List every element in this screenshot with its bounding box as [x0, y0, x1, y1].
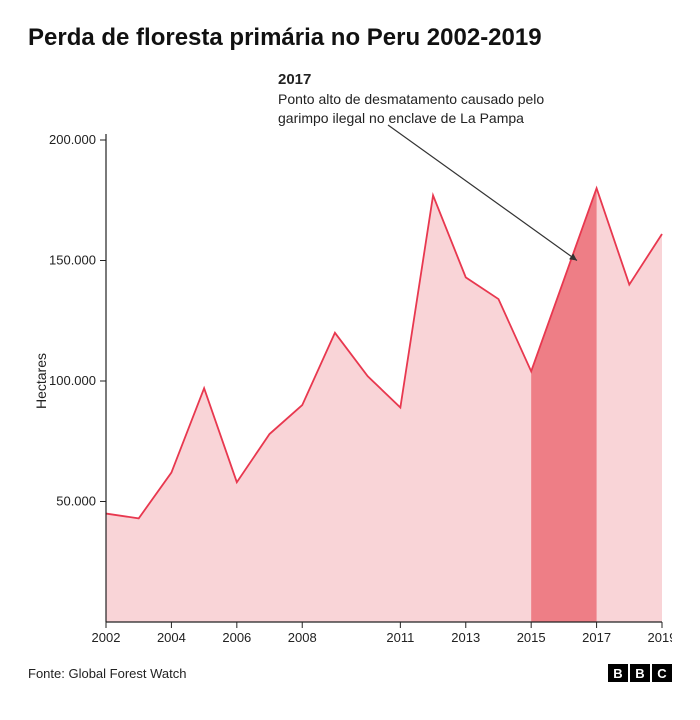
svg-text:Hectares: Hectares	[33, 353, 49, 409]
area-chart: 50.000 100.000 150.000 200.000 2002 2004 2006 2…	[28, 70, 672, 650]
annotation-text: Ponto alto de desmatamento causado pelo …	[278, 90, 578, 128]
svg-text:2017: 2017	[582, 630, 611, 645]
bbc-logo-c: C	[652, 664, 672, 682]
source-name: Global Forest Watch	[68, 666, 186, 681]
svg-text:2006: 2006	[222, 630, 251, 645]
svg-text:200.000: 200.000	[49, 132, 96, 147]
chart-title: Perda de floresta primária no Peru 2002-…	[28, 24, 672, 52]
svg-text:2011: 2011	[386, 630, 414, 645]
annotation-box: 2017 Ponto alto de desmatamento causado …	[278, 70, 578, 128]
svg-text:2019: 2019	[648, 630, 672, 645]
svg-text:2013: 2013	[451, 630, 480, 645]
svg-text:2002: 2002	[92, 630, 121, 645]
svg-text:2015: 2015	[517, 630, 546, 645]
annotation-year: 2017	[278, 70, 578, 90]
chart-container: 2017 Ponto alto de desmatamento causado …	[28, 70, 672, 650]
svg-text:100.000: 100.000	[49, 373, 96, 388]
svg-text:150.000: 150.000	[49, 253, 96, 268]
source-prefix: Fonte:	[28, 666, 68, 681]
source-line: Fonte: Global Forest Watch	[28, 666, 186, 681]
svg-text:2004: 2004	[157, 630, 186, 645]
svg-text:2008: 2008	[288, 630, 317, 645]
bbc-logo: B B C	[608, 664, 672, 682]
svg-text:50.000: 50.000	[56, 494, 96, 509]
bbc-logo-b2: B	[630, 664, 650, 682]
bbc-logo-b1: B	[608, 664, 628, 682]
